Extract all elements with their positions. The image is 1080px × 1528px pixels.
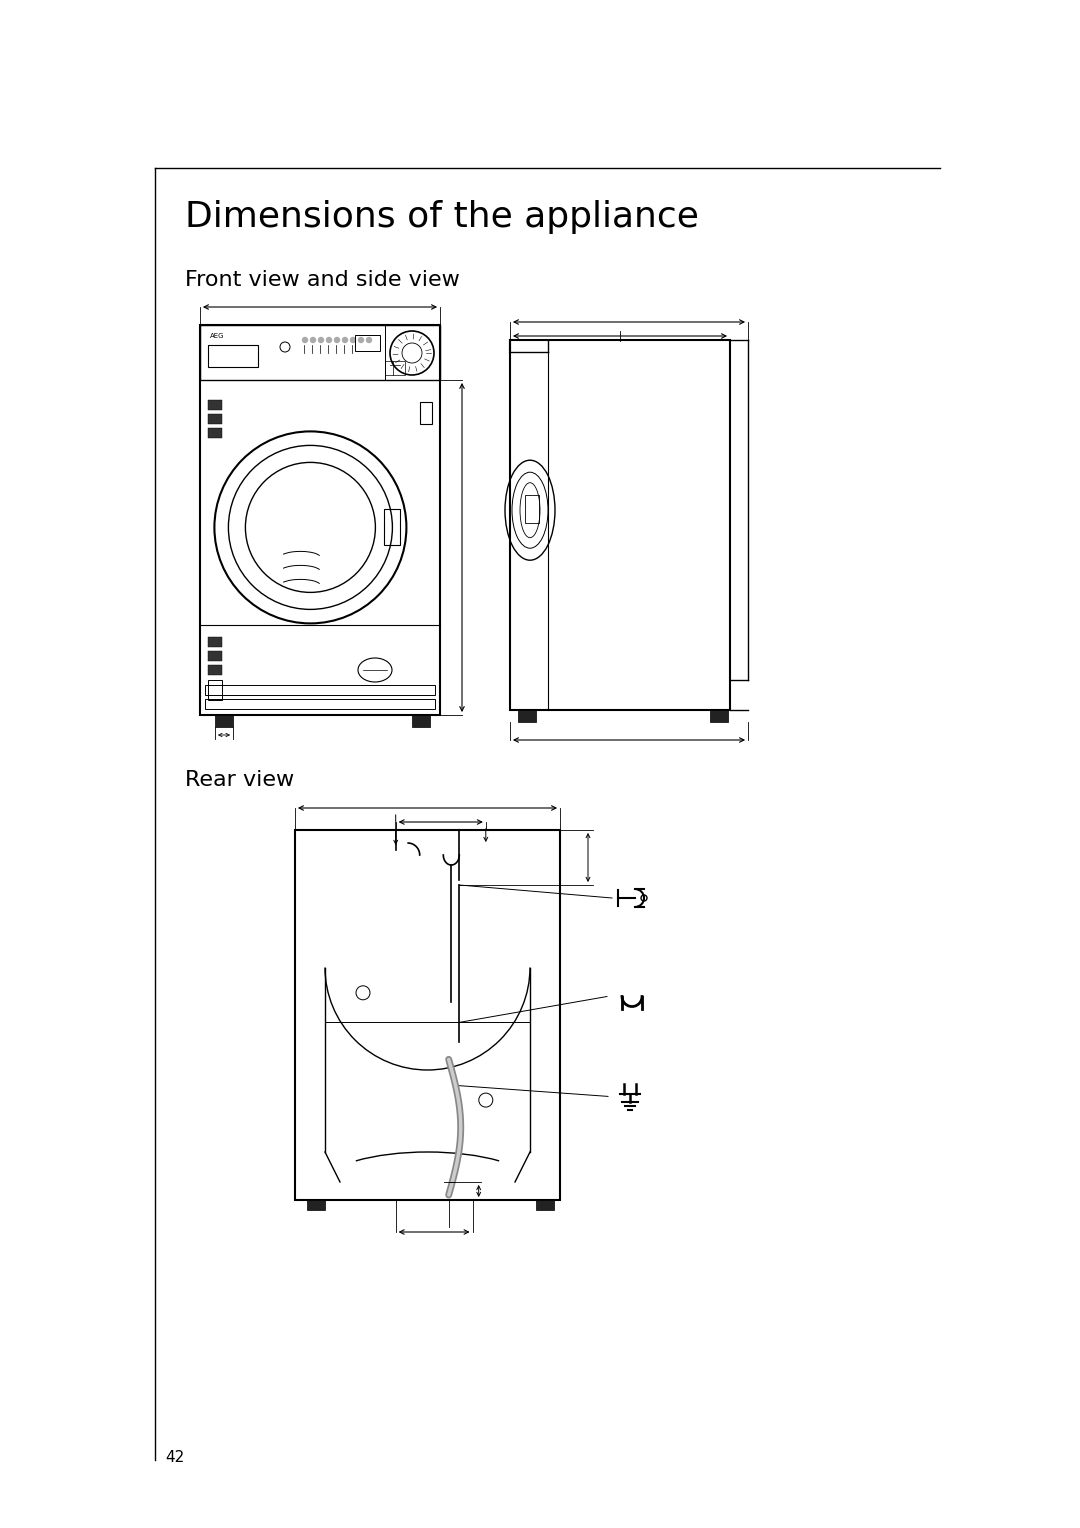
- Bar: [208, 680, 222, 700]
- Bar: [411, 715, 430, 727]
- Text: Rear view: Rear view: [185, 770, 294, 790]
- Bar: [710, 711, 728, 723]
- Circle shape: [302, 338, 308, 342]
- Circle shape: [326, 338, 332, 342]
- Circle shape: [359, 338, 364, 342]
- Bar: [307, 1199, 325, 1210]
- Text: AEG: AEG: [210, 333, 225, 339]
- Bar: [208, 665, 222, 675]
- Bar: [355, 335, 380, 351]
- Circle shape: [342, 338, 348, 342]
- Bar: [208, 345, 258, 367]
- Bar: [200, 325, 440, 715]
- Bar: [208, 428, 222, 439]
- Bar: [536, 1199, 554, 1210]
- Bar: [525, 495, 539, 523]
- Bar: [205, 685, 435, 695]
- Bar: [208, 400, 222, 410]
- Bar: [295, 830, 561, 1199]
- Bar: [420, 402, 432, 423]
- Circle shape: [319, 338, 324, 342]
- Circle shape: [366, 338, 372, 342]
- Text: 42: 42: [165, 1450, 185, 1465]
- Circle shape: [335, 338, 339, 342]
- Bar: [384, 361, 405, 374]
- Text: Front view and side view: Front view and side view: [185, 270, 460, 290]
- Bar: [215, 715, 233, 727]
- Bar: [208, 651, 222, 662]
- Bar: [510, 341, 730, 711]
- Text: Dimensions of the appliance: Dimensions of the appliance: [185, 200, 699, 234]
- Bar: [384, 509, 401, 545]
- Bar: [518, 711, 536, 723]
- Bar: [208, 414, 222, 423]
- Circle shape: [351, 338, 355, 342]
- Circle shape: [311, 338, 315, 342]
- Bar: [208, 637, 222, 646]
- Bar: [200, 325, 440, 380]
- Bar: [205, 698, 435, 709]
